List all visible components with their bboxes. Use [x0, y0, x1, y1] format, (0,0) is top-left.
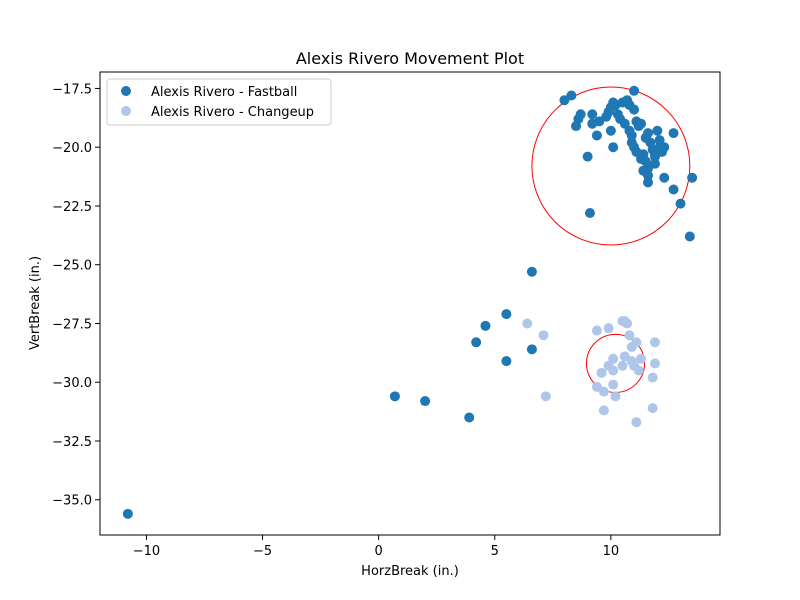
x-axis: −10 −5 0 5 10	[133, 535, 619, 559]
fastball-point	[584, 208, 595, 219]
legend-marker-changeup	[121, 106, 131, 116]
fastball-point	[659, 172, 670, 183]
points-layer	[122, 85, 698, 519]
changeup-point	[608, 365, 619, 376]
x-tick-label: 0	[375, 544, 383, 559]
fastball-point	[122, 508, 133, 519]
fastball-point	[652, 125, 663, 136]
fastball-point	[654, 135, 665, 146]
fastball-point	[464, 412, 475, 423]
changeup-point	[636, 353, 647, 364]
fastball-point	[668, 184, 679, 195]
changeup-point	[647, 403, 658, 414]
y-tick-label: −20.0	[52, 141, 92, 156]
fastball-point	[471, 337, 482, 348]
changeup-point	[598, 405, 609, 416]
changeup-point	[540, 391, 551, 402]
changeup-point	[619, 316, 630, 327]
plot-area-frame	[99, 71, 721, 536]
y-tick-label: −27.5	[52, 317, 92, 332]
y-tick-label: −17.5	[52, 82, 92, 97]
legend-label-fastball: Alexis Rivero - Fastball	[151, 85, 297, 100]
changeup-point	[631, 417, 642, 428]
fastball-point	[684, 231, 695, 242]
fastball-point	[582, 151, 593, 162]
y-axis: −17.5 −20.0 −22.5 −25.0 −27.5 −30.0 −32.5 −35.0	[52, 82, 100, 509]
fastball-point	[526, 266, 537, 277]
fastball-point	[608, 142, 619, 153]
fastball-point	[629, 85, 640, 96]
fastball-point	[687, 172, 698, 183]
changeup-point	[608, 353, 619, 364]
changeup-point	[649, 337, 660, 348]
y-tick-label: −35.0	[52, 494, 92, 509]
fastball-point	[619, 118, 630, 129]
x-tick-label: −10	[133, 544, 160, 559]
y-tick-label: −25.0	[52, 259, 92, 274]
series-changeup	[522, 316, 660, 428]
legend: Alexis Rivero - Fastball Alexis Rivero -…	[106, 78, 332, 126]
changeup-point	[610, 391, 621, 402]
fastball-point	[601, 111, 612, 122]
fastball-point	[643, 170, 654, 181]
fastball-point	[624, 125, 635, 136]
y-tick-label: −30.0	[52, 376, 92, 391]
chart-title: Alexis Rivero Movement Plot	[296, 49, 524, 68]
changeup-point	[617, 360, 628, 371]
fastball-point	[675, 198, 686, 209]
changeup-point	[591, 325, 602, 336]
fastball-point	[643, 128, 654, 139]
cluster-circle	[531, 86, 691, 246]
changeup-point	[608, 379, 619, 390]
fastball-point	[649, 149, 660, 160]
legend-box	[106, 78, 332, 126]
x-tick-label: 10	[603, 544, 620, 559]
legend-marker-fastball	[121, 86, 131, 96]
fastball-point	[659, 142, 670, 153]
fastball-point	[526, 344, 537, 355]
fastball-point	[636, 118, 647, 129]
fastball-point	[559, 95, 570, 106]
fastball-point	[587, 109, 598, 120]
changeup-point	[522, 318, 533, 329]
fastball-point	[480, 320, 491, 331]
changeup-point	[649, 358, 660, 369]
x-tick-label: 5	[491, 544, 499, 559]
fastball-point	[605, 125, 616, 136]
y-axis-title: VertBreak (in.)	[28, 256, 43, 350]
changeup-point	[624, 330, 635, 341]
fastball-point	[668, 128, 679, 139]
changeup-point	[633, 365, 644, 376]
fastball-point	[501, 309, 512, 320]
fastball-point	[389, 391, 400, 402]
legend-label-changeup: Alexis Rivero - Changeup	[151, 105, 314, 120]
fastball-point	[643, 177, 654, 188]
fastball-point	[629, 104, 640, 115]
fastball-point	[591, 130, 602, 141]
y-tick-label: −32.5	[52, 435, 92, 450]
x-tick-label: −5	[253, 544, 272, 559]
changeup-point	[626, 341, 637, 352]
fastball-point	[571, 121, 582, 132]
changeup-point	[603, 323, 614, 334]
series-fastball	[122, 85, 698, 519]
changeup-point	[598, 386, 609, 397]
x-axis-title: HorzBreak (in.)	[361, 564, 459, 579]
fastball-point	[420, 396, 431, 407]
changeup-point	[596, 367, 607, 378]
y-tick-label: −22.5	[52, 200, 92, 215]
changeup-point	[647, 372, 658, 383]
changeup-point	[538, 330, 549, 341]
fastball-point	[501, 356, 512, 367]
